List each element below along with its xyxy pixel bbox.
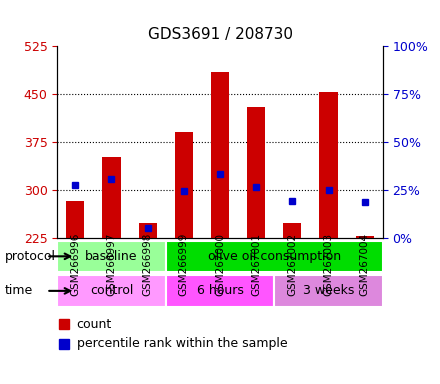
Text: GSM267004: GSM267004 (360, 232, 370, 296)
Bar (103, 157, 121, 238)
Bar (356, 236, 374, 238)
Text: GSM267002: GSM267002 (287, 232, 297, 296)
Bar (247, 107, 265, 238)
FancyBboxPatch shape (57, 275, 166, 306)
Text: GSM266996: GSM266996 (70, 232, 80, 296)
Bar (175, 132, 193, 238)
Text: 3 weeks: 3 weeks (303, 285, 354, 297)
Text: GSM266997: GSM266997 (106, 232, 117, 296)
Text: baseline: baseline (85, 250, 138, 263)
Text: control: control (90, 285, 133, 297)
Bar (139, 223, 157, 238)
FancyBboxPatch shape (57, 241, 166, 272)
Text: GSM267000: GSM267000 (215, 232, 225, 296)
Bar (66, 201, 84, 238)
Text: GSM267001: GSM267001 (251, 232, 261, 296)
Text: percentile rank within the sample: percentile rank within the sample (77, 337, 287, 350)
Bar (283, 223, 301, 238)
Bar (319, 92, 337, 238)
Bar (211, 72, 229, 238)
Text: olive oil consumption: olive oil consumption (208, 250, 341, 263)
Text: GSM267003: GSM267003 (323, 232, 334, 296)
FancyBboxPatch shape (274, 275, 383, 306)
FancyBboxPatch shape (166, 275, 274, 306)
Text: GSM266999: GSM266999 (179, 232, 189, 296)
Text: time: time (4, 285, 33, 297)
Text: 6 hours: 6 hours (197, 285, 243, 297)
Text: GSM266998: GSM266998 (143, 232, 153, 296)
Text: count: count (77, 318, 112, 331)
FancyBboxPatch shape (166, 241, 383, 272)
Text: protocol: protocol (4, 250, 55, 263)
Title: GDS3691 / 208730: GDS3691 / 208730 (147, 27, 293, 42)
